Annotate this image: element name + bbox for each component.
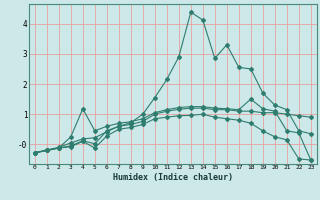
X-axis label: Humidex (Indice chaleur): Humidex (Indice chaleur) — [113, 173, 233, 182]
